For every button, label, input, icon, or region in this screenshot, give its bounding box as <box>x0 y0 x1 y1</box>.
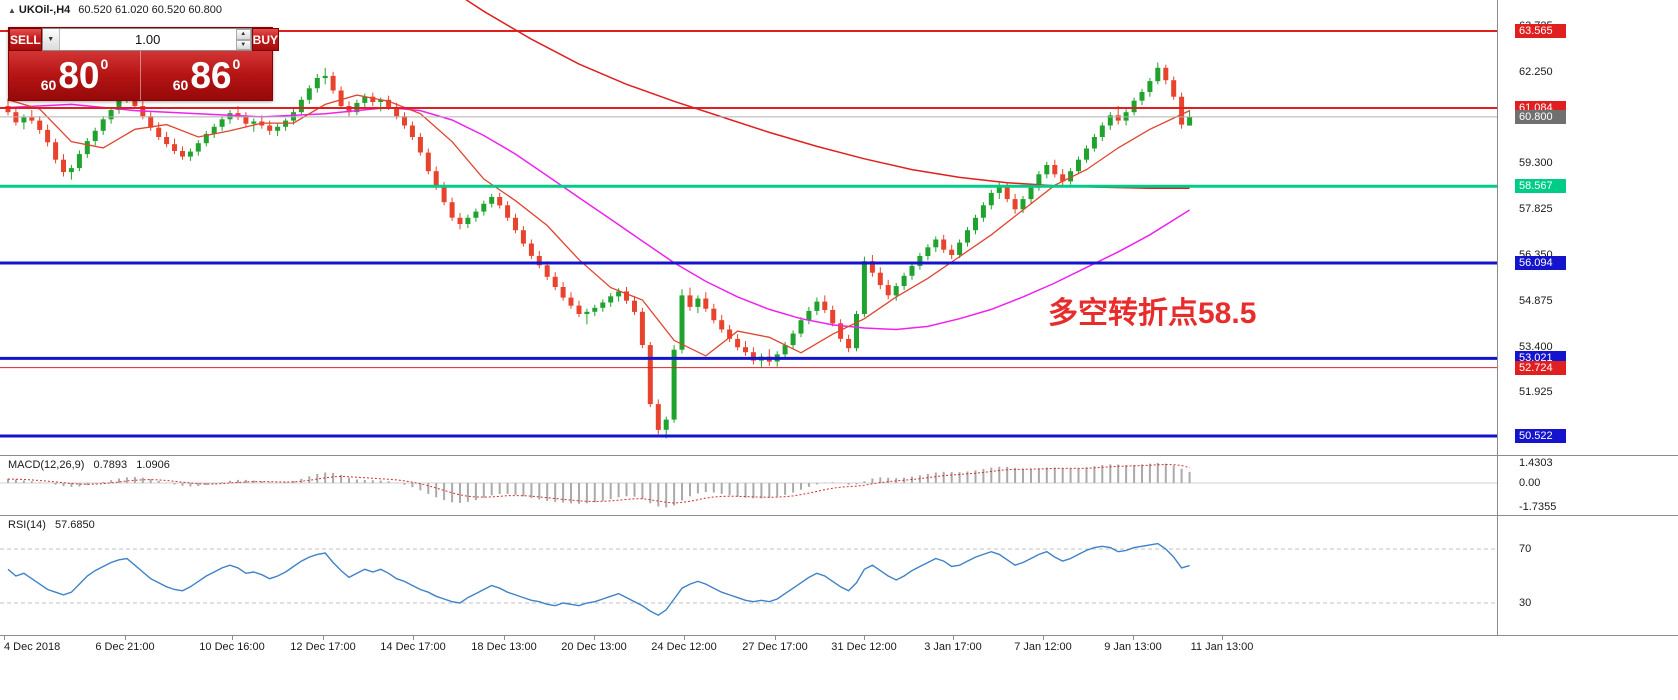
price-line-badge: 56.094 <box>1515 255 1566 270</box>
chart-title: ▲ UKOil-,H4 60.520 61.020 60.520 60.800 <box>8 4 222 16</box>
price-line-badge: 60.800 <box>1515 109 1566 124</box>
time-axis-tick <box>232 636 233 640</box>
buy-price-prefix: 60 <box>172 77 189 93</box>
volume-dropdown-button[interactable]: ▼ <box>42 29 60 50</box>
time-axis-label: 3 Jan 17:00 <box>924 641 982 653</box>
volume-increase-button[interactable]: ▲ <box>235 29 251 40</box>
price-tick-label: 54.875 <box>1519 294 1553 307</box>
chevron-down-icon: ▼ <box>47 36 55 43</box>
chevron-down-icon: ▼ <box>240 41 247 48</box>
ma-fast-line <box>7 94 1190 357</box>
price-tick-label: 62.250 <box>1519 65 1553 78</box>
chart-symbol-icon: ▲ <box>8 6 16 15</box>
macd-main-value: 0.7893 <box>93 459 128 471</box>
time-axis-tick <box>323 636 324 640</box>
time-axis-tick <box>4 636 5 640</box>
time-axis-tick <box>953 636 954 640</box>
time-axis-label: 4 Dec 2018 <box>4 641 61 653</box>
macd-axis-label: -1.7355 <box>1519 501 1557 514</box>
rsi-axis-label: 30 <box>1519 597 1532 609</box>
sell-price-point: 0 <box>100 56 109 72</box>
time-axis-label: 14 Dec 17:00 <box>380 641 446 653</box>
price-tick-label: 59.300 <box>1519 157 1553 170</box>
rsi-chart-surface[interactable] <box>0 515 1497 635</box>
time-axis-tick <box>594 636 595 640</box>
panel-separator[interactable] <box>0 515 1678 516</box>
time-axis-label: 31 Dec 12:00 <box>831 641 897 653</box>
time-axis-tick <box>413 636 414 640</box>
price-line-badge: 50.522 <box>1515 428 1566 443</box>
panel-separator[interactable] <box>0 455 1678 456</box>
ma-mid-line <box>7 103 1190 331</box>
buy-price-display[interactable]: 60 86 0 <box>141 51 272 100</box>
sell-price-pips: 80 <box>58 54 100 96</box>
rsi-value: 57.6850 <box>54 519 95 531</box>
time-axis-label: 10 Dec 16:00 <box>199 641 265 653</box>
time-axis-tick <box>1133 636 1134 640</box>
rsi-title: RSI(14) 57.6850 <box>8 519 101 531</box>
volume-spinner: ▲ ▼ <box>235 29 251 50</box>
time-axis-separator <box>0 635 1678 636</box>
time-axis-tick <box>864 636 865 640</box>
macd-title: MACD(12,26,9) 0.7893 1.0906 <box>8 459 176 471</box>
rsi-line <box>7 542 1190 617</box>
macd-signal-value: 1.0906 <box>136 459 170 471</box>
price-line-badge: 63.565 <box>1515 24 1566 38</box>
time-axis-tick <box>504 636 505 640</box>
time-axis-tick <box>125 636 126 640</box>
price-tick-label: 57.825 <box>1519 203 1553 216</box>
trade-panel-top-row: SELL ▼ ▲ ▼ BUY <box>9 28 280 51</box>
macd-label: MACD(12,26,9) <box>8 459 85 471</box>
volume-decrease-button[interactable]: ▼ <box>235 39 251 50</box>
chart-ohlc-values: 60.520 61.020 60.520 60.800 <box>78 4 223 16</box>
price-line-badge: 58.567 <box>1515 179 1566 194</box>
macd-axis-label: 0.00 <box>1519 477 1541 489</box>
price-line-badge: 52.724 <box>1515 360 1566 375</box>
time-axis-label: 20 Dec 13:00 <box>561 641 627 653</box>
candlestick-chart-surface[interactable] <box>0 0 1497 455</box>
buy-button[interactable]: BUY <box>251 28 280 51</box>
rsi-axis-label: 70 <box>1519 543 1532 555</box>
time-axis-label: 11 Jan 13:00 <box>1190 641 1254 653</box>
volume-control: ▼ ▲ ▼ <box>41 28 252 51</box>
time-axis-label: 6 Dec 21:00 <box>95 641 155 653</box>
buy-price-point: 0 <box>232 56 241 72</box>
sell-button[interactable]: SELL <box>9 28 42 51</box>
macd-signal-line <box>7 463 1190 504</box>
chevron-up-icon: ▲ <box>240 31 247 38</box>
macd-histogram <box>7 463 1191 508</box>
time-axis[interactable]: 4 Dec 2018 6 Dec 21:00 10 Dec 16:00 12 Dec … <box>0 636 1678 700</box>
volume-input[interactable] <box>59 29 236 50</box>
time-axis-label: 27 Dec 17:00 <box>742 641 808 653</box>
time-axis-tick <box>775 636 776 640</box>
macd-chart-surface[interactable] <box>0 455 1497 515</box>
time-axis-label: 12 Dec 17:00 <box>290 641 356 653</box>
time-axis-label: 24 Dec 12:00 <box>651 641 717 653</box>
time-axis-tick <box>1222 636 1223 640</box>
time-axis-label: 18 Dec 13:00 <box>471 641 537 653</box>
price-axis[interactable]: 63.72562.25060.77559.30057.82556.35054.8… <box>1497 0 1678 635</box>
macd-axis-label: 1.4303 <box>1519 456 1553 469</box>
time-axis-tick <box>684 636 685 640</box>
trade-panel-price-row: 60 80 0 60 86 0 <box>9 51 272 100</box>
rsi-label: RSI(14) <box>8 519 46 531</box>
chart-symbol: UKOil-,H4 <box>18 4 71 16</box>
price-tick-label: 53.400 <box>1519 340 1553 353</box>
time-axis-label: 7 Jan 12:00 <box>1014 641 1072 653</box>
buy-price-pips: 86 <box>190 54 232 96</box>
chart-annotation: 多空转折点58.5 <box>1048 297 1257 330</box>
sell-price-prefix: 60 <box>40 77 57 93</box>
price-tick-label: 51.925 <box>1519 386 1553 399</box>
sell-price-display[interactable]: 60 80 0 <box>9 51 141 100</box>
candles-layer <box>5 62 1193 439</box>
time-axis-label: 9 Jan 13:00 <box>1104 641 1162 653</box>
time-axis-tick <box>1043 636 1044 640</box>
